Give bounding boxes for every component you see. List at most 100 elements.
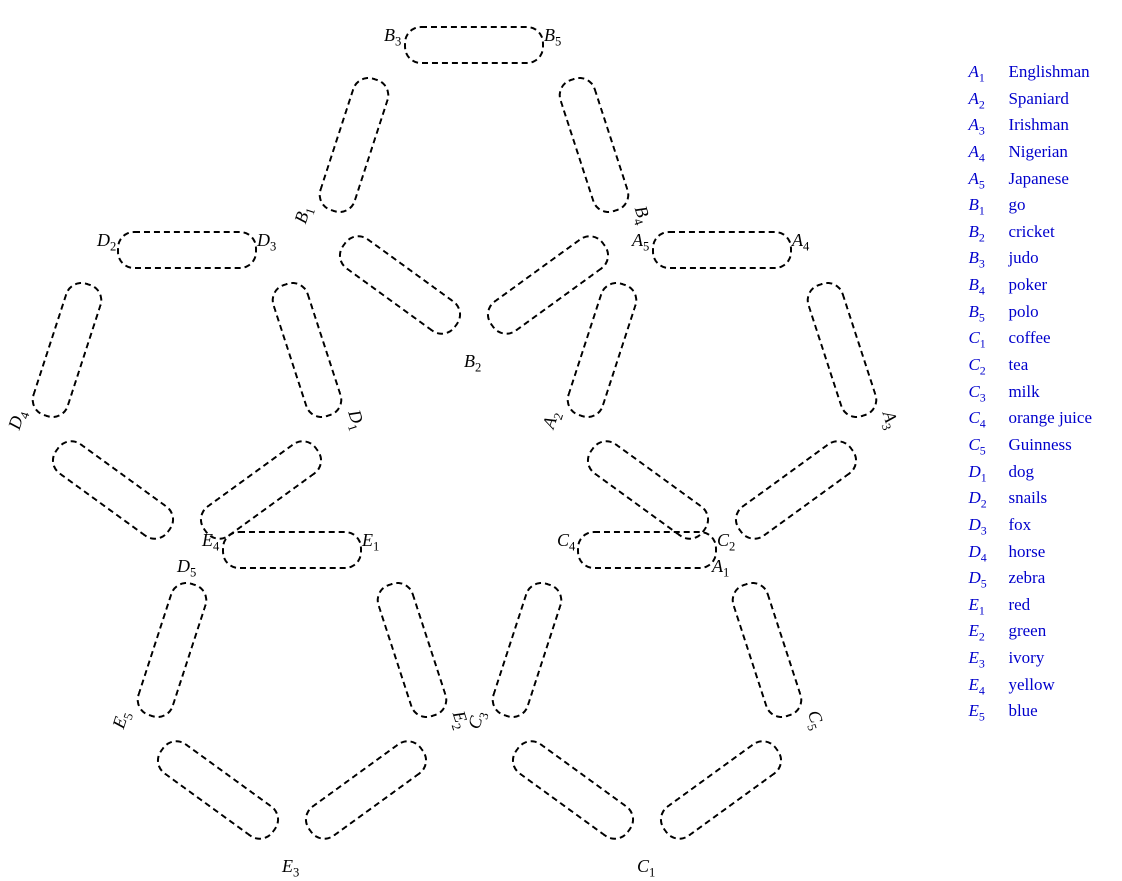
legend-value: snails — [1008, 486, 1047, 511]
vertex-label: D3 — [257, 230, 276, 255]
capsule — [314, 73, 393, 218]
legend-row: A3Irishman — [968, 113, 1092, 140]
legend-key: B4 — [968, 273, 1008, 300]
legend-key: E1 — [968, 593, 1008, 620]
vertex-label: B4 — [626, 203, 655, 227]
legend-key: D1 — [968, 460, 1008, 487]
legend-row: D3fox — [968, 513, 1092, 540]
vertex-label: B1 — [290, 203, 319, 227]
vertex-label: A2 — [538, 408, 567, 432]
vertex-label: D1 — [340, 407, 369, 433]
legend-value: judo — [1008, 246, 1038, 271]
legend-value: ivory — [1008, 646, 1044, 671]
legend-value: green — [1008, 619, 1046, 644]
capsule — [562, 278, 641, 423]
vertex-label: D2 — [97, 230, 116, 255]
capsule — [802, 278, 881, 423]
legend-key: D3 — [968, 513, 1008, 540]
legend-key: A2 — [968, 87, 1008, 114]
legend-value: Englishman — [1008, 60, 1089, 85]
capsule — [554, 73, 633, 218]
legend-key: E5 — [968, 699, 1008, 726]
legend-row: A5Japanese — [968, 167, 1092, 194]
vertex-label: C1 — [637, 856, 655, 881]
legend-row: C2tea — [968, 353, 1092, 380]
capsule — [117, 231, 257, 269]
legend-value: dog — [1008, 460, 1034, 485]
legend-row: D5zebra — [968, 566, 1092, 593]
vertex-label: D5 — [177, 556, 196, 581]
legend-row: A2Spaniard — [968, 87, 1092, 114]
legend-key: A4 — [968, 140, 1008, 167]
legend-row: E3ivory — [968, 646, 1092, 673]
legend-key: C3 — [968, 380, 1008, 407]
capsule — [267, 278, 346, 423]
legend-value: blue — [1008, 699, 1037, 724]
legend-key: A5 — [968, 167, 1008, 194]
legend-row: C1coffee — [968, 326, 1092, 353]
legend-key: E2 — [968, 619, 1008, 646]
legend-key: D2 — [968, 486, 1008, 513]
vertex-label: E5 — [108, 708, 137, 732]
vertex-label: B3 — [384, 25, 401, 50]
legend-value: Nigerian — [1008, 140, 1067, 165]
capsule — [222, 531, 362, 569]
capsule — [728, 433, 864, 546]
legend-value: go — [1008, 193, 1025, 218]
legend-value: cricket — [1008, 220, 1054, 245]
vertex-label: E3 — [282, 856, 299, 881]
legend-value: milk — [1008, 380, 1039, 405]
legend-value: polo — [1008, 300, 1038, 325]
vertex-label: B2 — [464, 351, 481, 376]
legend-key: C5 — [968, 433, 1008, 460]
capsule — [727, 578, 806, 723]
legend-row: D1dog — [968, 460, 1092, 487]
legend-key: E4 — [968, 673, 1008, 700]
legend-key: B1 — [968, 193, 1008, 220]
capsule — [372, 578, 451, 723]
legend-value: poker — [1008, 273, 1047, 298]
legend-key: B5 — [968, 300, 1008, 327]
capsule — [27, 278, 106, 423]
capsule — [577, 531, 717, 569]
legend-row: C5Guinness — [968, 433, 1092, 460]
legend-key: C2 — [968, 353, 1008, 380]
capsule — [505, 733, 641, 846]
legend-value: Spaniard — [1008, 87, 1068, 112]
legend-row: B2cricket — [968, 220, 1092, 247]
legend-value: orange juice — [1008, 406, 1092, 431]
legend-row: E2green — [968, 619, 1092, 646]
legend: A1EnglishmanA2SpaniardA3IrishmanA4Nigeri… — [968, 60, 1092, 726]
legend-key: A3 — [968, 113, 1008, 140]
legend-value: yellow — [1008, 673, 1054, 698]
capsule — [404, 26, 544, 64]
legend-row: C4orange juice — [968, 406, 1092, 433]
diagram-area: B3B5B4B2B1A5A4A3A1A2D2D3D1D5D4E4E1E2E3E5… — [0, 0, 900, 873]
legend-row: E5blue — [968, 699, 1092, 726]
legend-row: E4yellow — [968, 673, 1092, 700]
legend-row: A1Englishman — [968, 60, 1092, 87]
vertex-label: C4 — [557, 530, 575, 555]
legend-value: red — [1008, 593, 1030, 618]
legend-key: B3 — [968, 246, 1008, 273]
capsule — [45, 433, 181, 546]
legend-value: Irishman — [1008, 113, 1068, 138]
legend-key: E3 — [968, 646, 1008, 673]
legend-value: coffee — [1008, 326, 1050, 351]
legend-row: B5polo — [968, 300, 1092, 327]
capsule — [132, 578, 211, 723]
legend-key: B2 — [968, 220, 1008, 247]
vertex-label: B5 — [544, 25, 561, 50]
legend-value: zebra — [1008, 566, 1045, 591]
vertex-label: E4 — [202, 530, 219, 555]
legend-key: A1 — [968, 60, 1008, 87]
capsule — [332, 228, 468, 341]
legend-row: E1red — [968, 593, 1092, 620]
legend-row: D2snails — [968, 486, 1092, 513]
capsule — [150, 733, 286, 846]
legend-row: D4horse — [968, 540, 1092, 567]
vertex-label: C3 — [464, 708, 493, 733]
vertex-label: A4 — [792, 230, 809, 255]
legend-value: Guinness — [1008, 433, 1071, 458]
vertex-label: A3 — [874, 408, 903, 432]
